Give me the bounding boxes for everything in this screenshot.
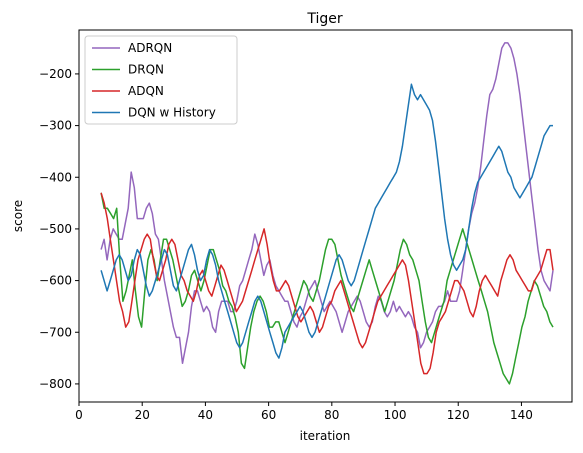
legend: ADRQN DRQN ADQN DQN w History (84, 35, 238, 125)
x-tick-label-1: 20 (135, 408, 150, 422)
legend-label-3: DQN w History (128, 106, 216, 120)
axes-frame (78, 29, 573, 403)
legend-label-1: DRQN (128, 63, 164, 77)
y-tick-label-2: −600 (39, 274, 72, 288)
x-tick-label-4: 80 (324, 408, 339, 422)
y-tick-label-4: −400 (39, 170, 72, 184)
x-tick-label-7: 140 (510, 408, 533, 422)
series-line-3 (100, 83, 553, 359)
legend-box (84, 35, 238, 125)
y-tick-label-3: −500 (39, 222, 72, 236)
legend-label-0: ADRQN (128, 41, 172, 55)
x-tick-label-3: 60 (261, 408, 276, 422)
y-tick-label-5: −300 (39, 119, 72, 133)
series-line-2 (100, 192, 554, 375)
x-tick-label-5: 100 (384, 408, 407, 422)
chart-title: Tiger (306, 11, 343, 27)
x-tick-label-0: 0 (75, 408, 83, 422)
series-line-1 (100, 192, 554, 385)
x-tick-label-6: 120 (447, 408, 470, 422)
x-axis: 0 20 40 60 80 100 120 140 (75, 402, 533, 422)
y-tick-label-6: −200 (39, 67, 72, 81)
y-axis-label: score (11, 200, 25, 232)
x-axis-label: iteration (300, 429, 351, 443)
y-axis: −800 −700 −600 −500 −400 −300 −200 (39, 67, 79, 391)
legend-label-2: ADQN (128, 84, 164, 98)
plot-area (100, 42, 554, 385)
x-tick-label-2: 40 (198, 408, 213, 422)
y-tick-label-0: −800 (39, 377, 72, 391)
series-line-0 (100, 42, 554, 365)
y-tick-label-1: −700 (39, 325, 72, 339)
